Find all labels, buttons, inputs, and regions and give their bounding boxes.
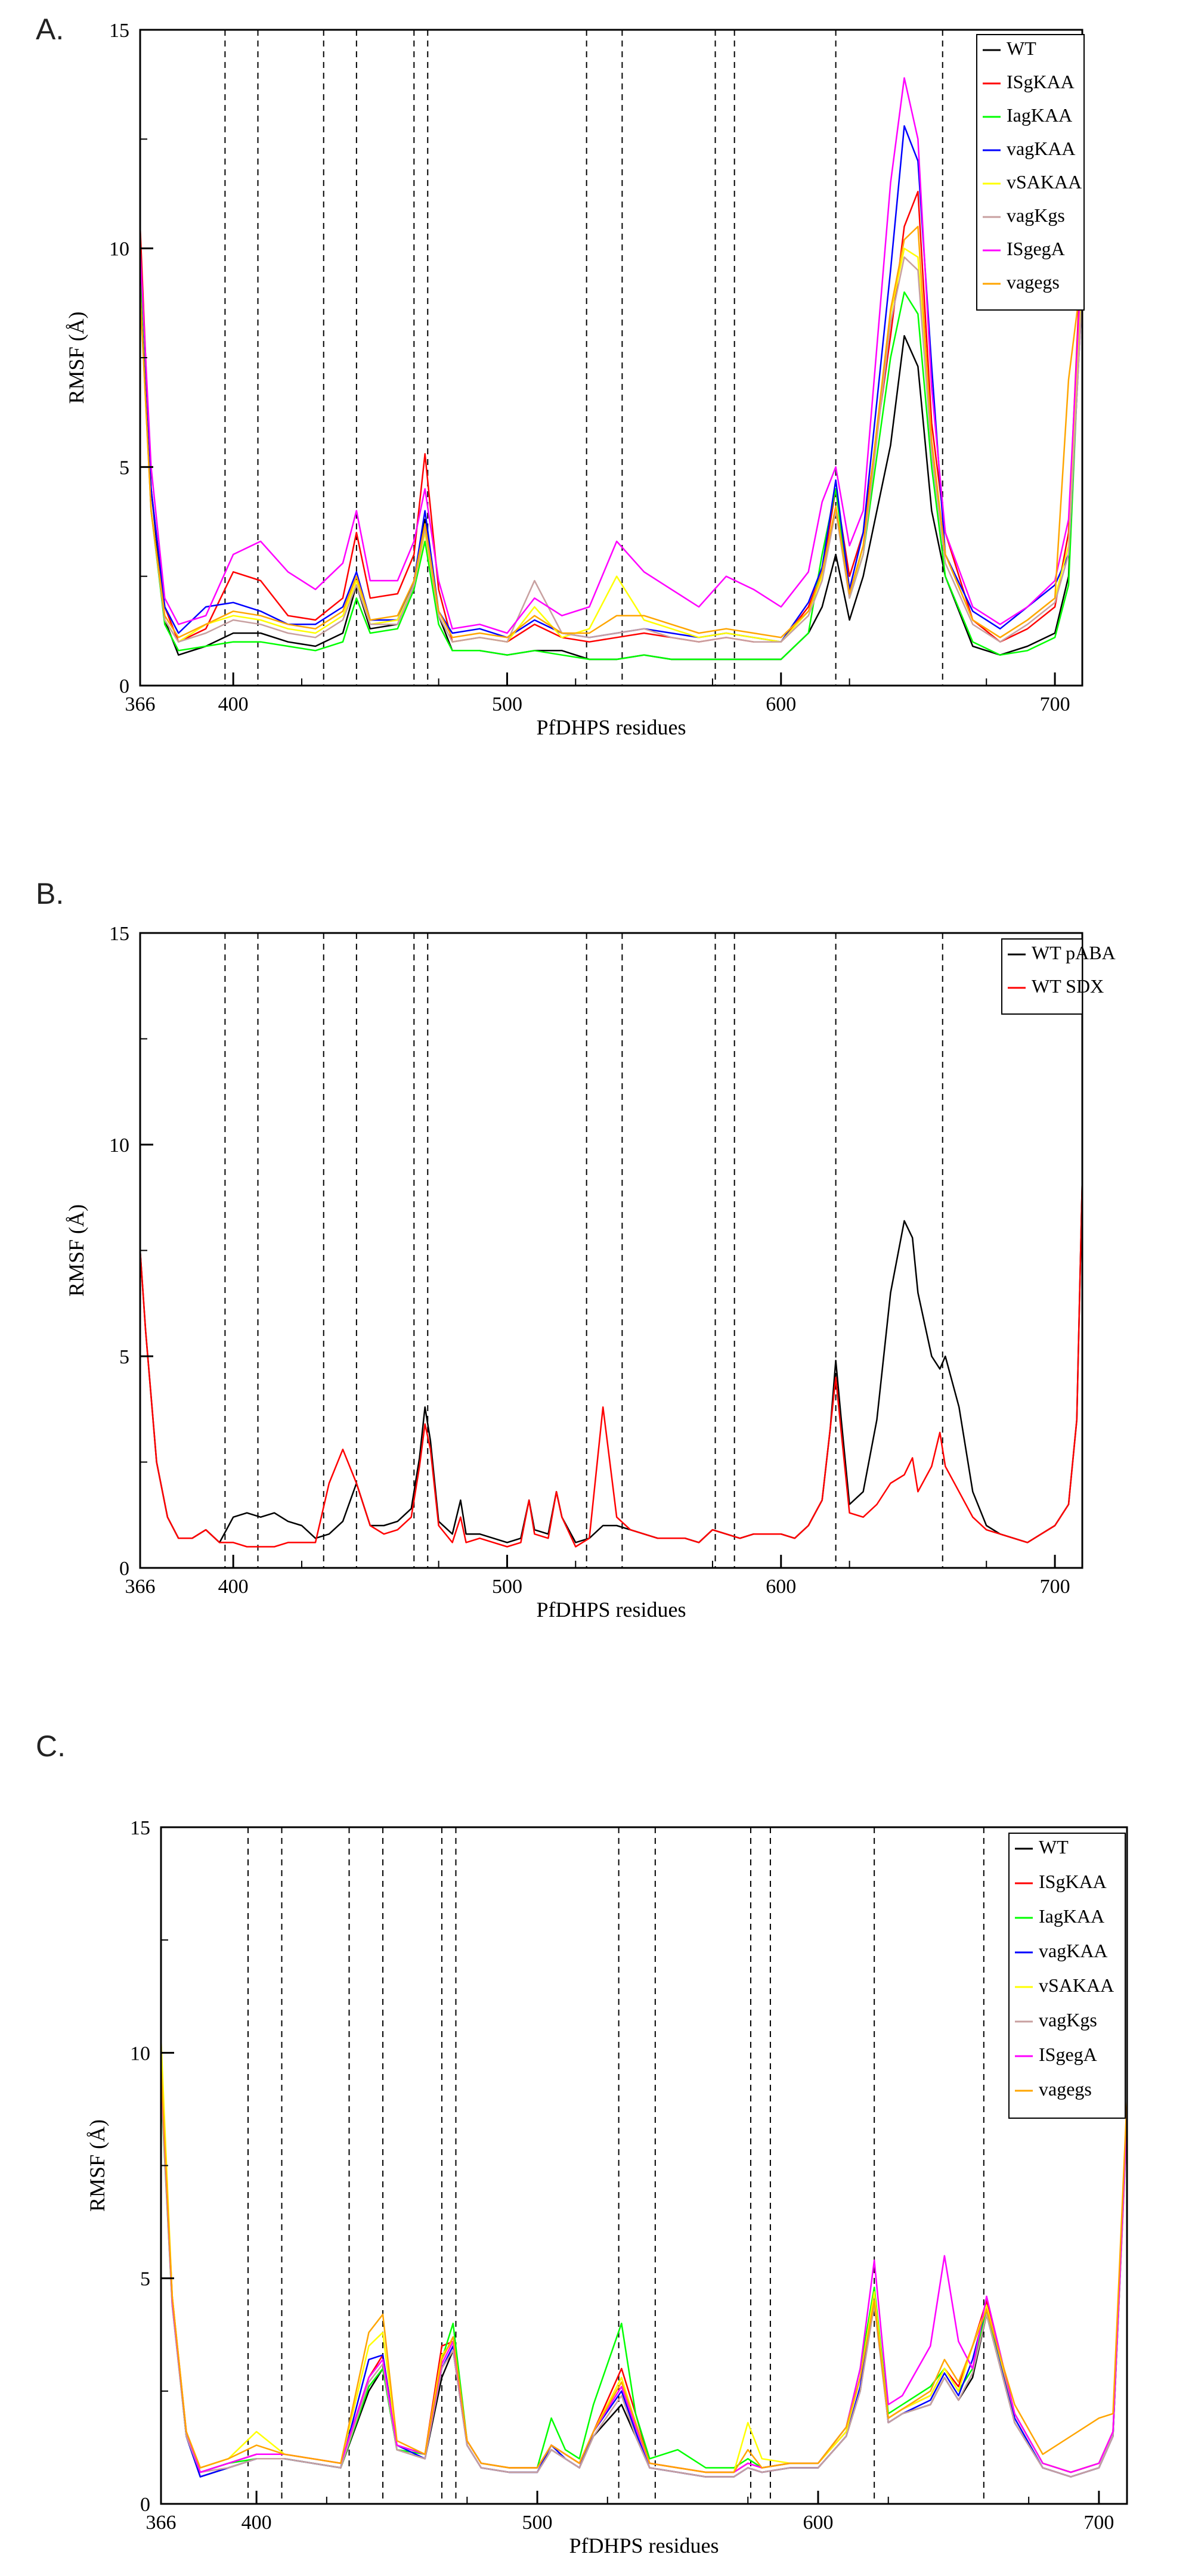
legend-label: WT pABA (1032, 942, 1116, 963)
y-tick-label: 5 (140, 2268, 150, 2290)
x-tick-label: 600 (766, 1576, 796, 1598)
x-tick-label: 400 (218, 693, 249, 715)
y-tick-label: 5 (119, 457, 129, 479)
x-tick-label: 700 (1040, 1576, 1070, 1598)
x-axis-label: PfDHPS residues (536, 715, 686, 739)
x-tick-label: 500 (522, 2512, 553, 2534)
series-line-vagKgs (160, 2084, 1128, 2478)
series-line-vagegs (139, 225, 1083, 638)
series-line-ISgKAA (160, 2062, 1128, 2473)
series-line-WT pABA (139, 1178, 1083, 1543)
legend-label: vagegs (1007, 271, 1060, 293)
y-tick-label: 15 (130, 1817, 150, 1839)
x-tick-label: 400 (218, 1576, 249, 1598)
panel-c: C. 366 400 500 600 700 0 5 10 15 PfDHPS residues R… (0, 1717, 1192, 2576)
y-tick-label: 0 (119, 675, 129, 698)
x-tick-label: 700 (1083, 2512, 1114, 2534)
x-tick-label: 366 (125, 1576, 156, 1598)
x-tick-label: 600 (766, 693, 796, 715)
series-line-vSAKAA (160, 2039, 1128, 2473)
rmsf-chart-b: 366 400 500 600 700 0 5 10 15 PfDHPS residues RMSF… (64, 923, 1116, 1622)
y-tick-label: 10 (109, 238, 129, 261)
x-axis-label: PfDHPS residues (569, 2534, 719, 2558)
y-tick-label: 15 (109, 923, 129, 945)
y-tick-label: 10 (109, 1134, 129, 1157)
x-tick-label: 500 (492, 693, 522, 715)
legend-label: IagKAA (1039, 1905, 1104, 1927)
rmsf-chart-a: 366 400 500 600 700 0 5 10 15 PfDHPS residues RMSF… (64, 20, 1085, 739)
panel-letter: B. (36, 877, 64, 910)
y-axis-label: RMSF (Å) (64, 311, 88, 404)
x-axis-label: PfDHPS residues (536, 1598, 686, 1622)
series-line-vSAKAA (139, 247, 1083, 643)
legend-box (1001, 938, 1083, 1015)
x-tick-label: 500 (492, 1576, 522, 1598)
legend-label: vagKAA (1039, 1940, 1108, 1961)
panel-b: B. 366 400 500 600 700 0 5 10 15 PfDHPS residues R… (0, 864, 1192, 1687)
legend-label: IagKAA (1007, 104, 1072, 126)
series-line-IagKAA (139, 270, 1083, 661)
y-tick-label: 15 (109, 20, 129, 42)
y-tick-label: 0 (140, 2494, 150, 2516)
legend-label: ISgegA (1007, 238, 1065, 259)
series-line-vagegs (160, 2066, 1128, 2473)
legend-label: vagKgs (1007, 204, 1065, 226)
x-tick-label: 700 (1040, 693, 1070, 715)
series-line-WT (160, 2075, 1128, 2478)
series-line-ISgegA (160, 2070, 1128, 2473)
legend-label: vagKAA (1007, 138, 1076, 159)
x-tick-label: 600 (803, 2512, 833, 2534)
legend-label: vagegs (1039, 2078, 1092, 2100)
series-line-vagKAA (160, 2079, 1128, 2478)
y-axis-label: RMSF (Å) (64, 1204, 88, 1297)
series-line-ISgegA (139, 77, 1083, 634)
legend-label: vagKgs (1039, 2009, 1097, 2031)
series-line-IagKAA (160, 2088, 1128, 2473)
series-line-WT (139, 248, 1083, 661)
panel-a: A. 366 400 500 600 700 0 5 10 15 PfDHPS residues R… (0, 0, 1192, 787)
legend-label: vSAKAA (1039, 1974, 1114, 1996)
y-tick-label: 5 (119, 1346, 129, 1368)
y-tick-label: 0 (119, 1558, 129, 1580)
legend-label: WT SDX (1032, 975, 1104, 997)
y-tick-label: 10 (130, 2042, 150, 2064)
panel-letter: A. (36, 13, 64, 46)
y-axis-label: RMSF (Å) (85, 2119, 109, 2212)
x-tick-label: 366 (146, 2512, 177, 2534)
legend-label: ISgKAA (1039, 1871, 1107, 1892)
legend-label: WT (1039, 1836, 1069, 1858)
legend-box (1008, 1833, 1126, 2119)
x-tick-label: 400 (242, 2512, 272, 2534)
legend-label: WT (1007, 38, 1036, 59)
legend-box (976, 34, 1085, 311)
legend-label: vSAKAA (1007, 171, 1082, 193)
series-line-WT SDX (139, 1178, 1083, 1548)
x-tick-label: 366 (125, 693, 156, 715)
legend-label: ISgKAA (1007, 71, 1075, 92)
rmsf-chart-c: 366 400 500 600 700 0 5 10 15 PfDHPS residues RMSF… (85, 1817, 1128, 2558)
plot-frame (160, 1826, 1128, 2505)
legend-label: ISgegA (1039, 2044, 1097, 2065)
panel-letter: C. (36, 1729, 66, 1763)
series-line-ISgKAA (139, 191, 1083, 643)
series-line-vagKgs (139, 256, 1083, 643)
